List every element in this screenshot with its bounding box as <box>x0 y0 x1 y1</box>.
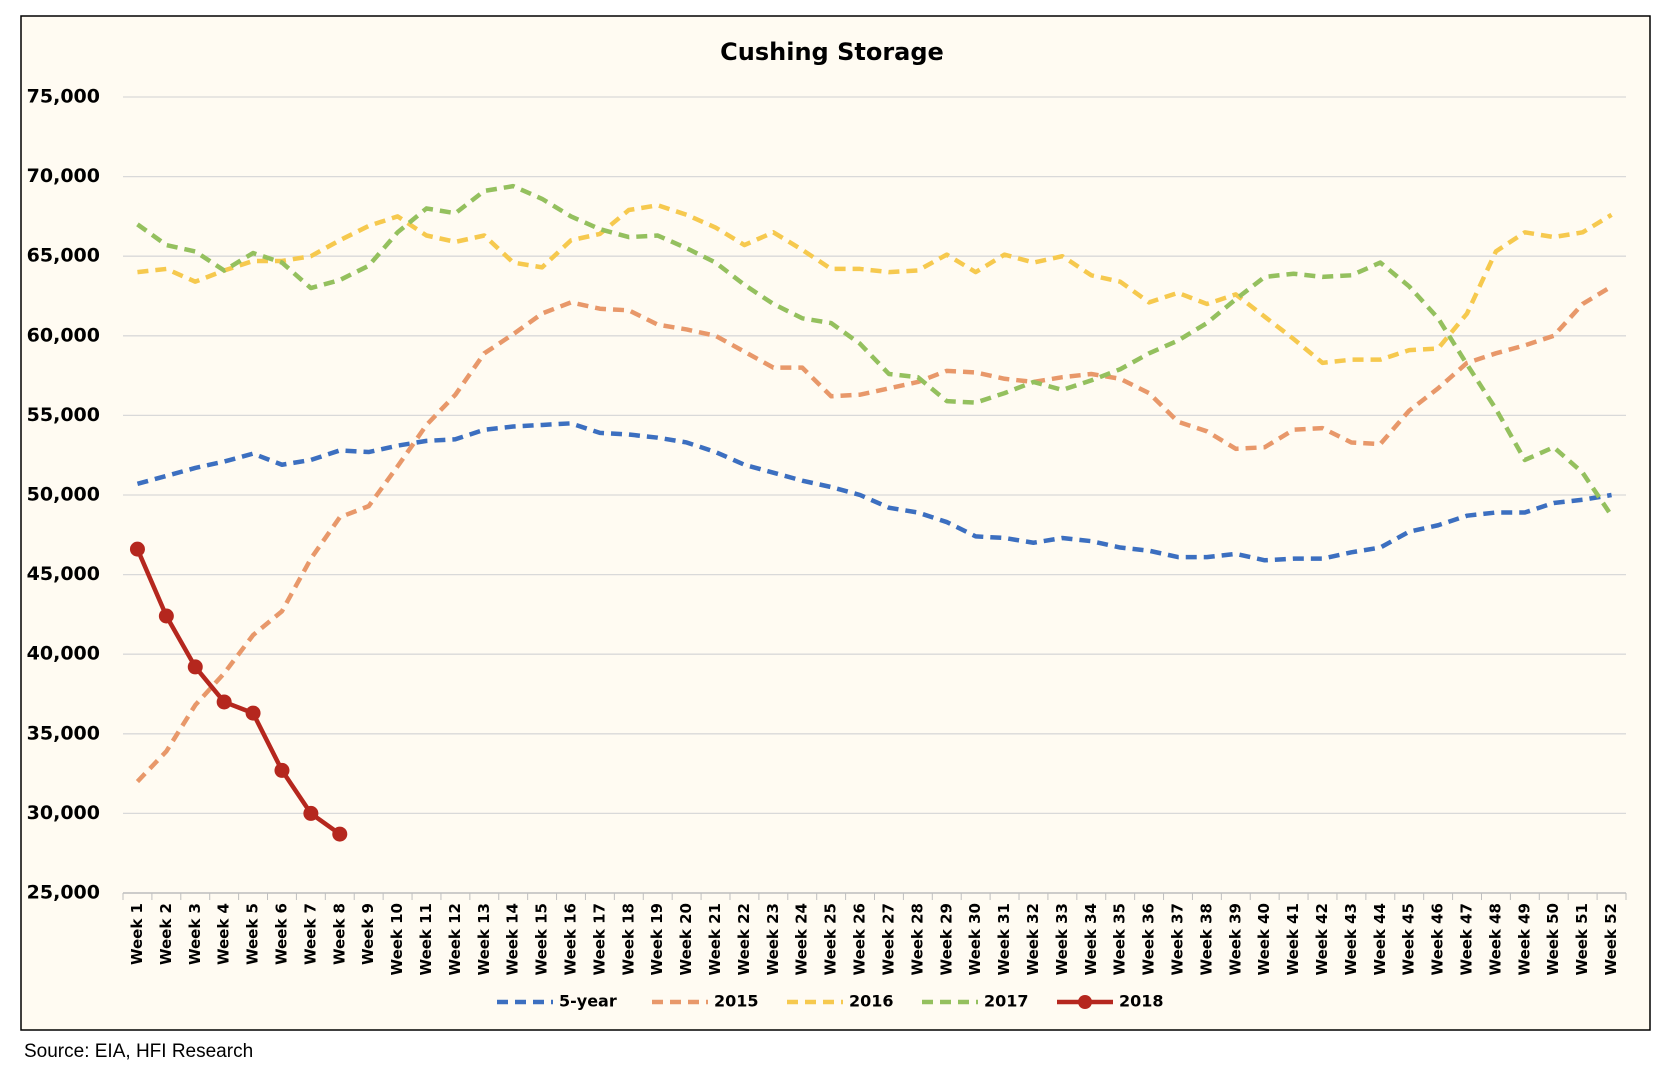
y-tick-label: 55,000 <box>27 404 100 426</box>
x-tick-label: Week 22 <box>735 903 753 975</box>
legend-label: 2017 <box>984 992 1029 1011</box>
x-tick-label: Week 26 <box>851 903 869 975</box>
series-line <box>135 548 342 836</box>
data-point <box>274 762 290 778</box>
x-tick-label: Week 4 <box>215 903 233 965</box>
x-tick-label: Week 24 <box>793 903 811 975</box>
series-line <box>137 203 1613 366</box>
legend-label: 5-year <box>559 992 617 1011</box>
x-tick-label: Week 48 <box>1486 903 1504 975</box>
y-tick-label: 45,000 <box>27 563 100 585</box>
x-tick-label: Week 19 <box>648 903 666 975</box>
series-line <box>136 183 1614 517</box>
x-tick-label: Week 45 <box>1400 903 1418 975</box>
x-tick-label: Week 5 <box>244 903 262 965</box>
y-tick-label: 75,000 <box>27 86 100 108</box>
data-point <box>129 541 145 557</box>
x-tick-label: Week 1 <box>128 903 146 965</box>
x-tick-label: Week 15 <box>533 903 551 975</box>
x-tick-label: Week 23 <box>764 903 782 975</box>
x-tick-label: Week 32 <box>1024 903 1042 975</box>
y-tick-label: 25,000 <box>27 882 100 904</box>
y-tick-label: 40,000 <box>27 643 100 665</box>
x-tick-label: Week 9 <box>359 903 377 965</box>
x-tick-label: Week 2 <box>157 903 175 965</box>
data-point <box>303 805 319 821</box>
y-tick-label: 60,000 <box>27 324 100 346</box>
x-tick-label: Week 16 <box>562 903 580 975</box>
data-point <box>158 608 174 624</box>
x-tick-label: Week 30 <box>966 903 984 975</box>
x-tick-label: Week 34 <box>1082 903 1100 975</box>
x-tick-label: Week 44 <box>1371 903 1389 975</box>
x-tick-label: Week 43 <box>1342 903 1360 975</box>
x-tick-label: Week 14 <box>504 903 522 975</box>
y-tick-label: 30,000 <box>27 802 100 824</box>
x-tick-label: Week 27 <box>879 903 897 975</box>
y-tick-label: 50,000 <box>27 484 100 506</box>
x-tick-label: Week 20 <box>677 903 695 975</box>
x-tick-label: Week 41 <box>1284 903 1302 975</box>
x-tick-label: Week 51 <box>1573 903 1591 975</box>
legend-label: 2018 <box>1119 992 1164 1011</box>
x-tick-label: Week 39 <box>1226 903 1244 975</box>
x-tick-label: Week 50 <box>1544 903 1562 975</box>
x-tick-label: Week 11 <box>417 903 435 975</box>
x-tick-label: Week 49 <box>1515 903 1533 975</box>
y-tick-label: 65,000 <box>27 245 100 267</box>
data-point <box>187 659 203 675</box>
x-tick-label: Week 17 <box>590 903 608 975</box>
x-tick-label: Week 3 <box>186 903 204 965</box>
x-tick-label: Week 42 <box>1313 903 1331 975</box>
x-tick-label: Week 10 <box>388 903 406 975</box>
x-tick-label: Week 6 <box>272 903 290 965</box>
x-tick-label: Week 28 <box>908 903 926 975</box>
x-tick-label: Week 47 <box>1458 903 1476 975</box>
y-tick-label: 35,000 <box>27 722 100 744</box>
x-tick-label: Week 46 <box>1429 903 1447 975</box>
y-tick-label: 70,000 <box>27 165 100 187</box>
x-tick-label: Week 8 <box>330 903 348 965</box>
data-point <box>245 705 261 721</box>
legend-label: 2016 <box>849 992 894 1011</box>
x-tick-label: Week 52 <box>1602 903 1620 975</box>
x-tick-label: Week 40 <box>1255 903 1273 975</box>
x-tick-label: Week 18 <box>619 903 637 975</box>
chart-title: Cushing Storage <box>720 38 944 66</box>
x-tick-label: Week 12 <box>446 903 464 975</box>
x-tick-label: Week 33 <box>1053 903 1071 975</box>
x-tick-label: Week 25 <box>822 903 840 975</box>
legend-label: 2015 <box>714 992 759 1011</box>
chart-frame <box>20 15 1651 1031</box>
x-tick-label: Week 37 <box>1168 903 1186 975</box>
series-line <box>136 421 1612 563</box>
series-line <box>135 284 1613 784</box>
data-point <box>216 694 232 710</box>
x-tick-label: Week 38 <box>1197 903 1215 975</box>
x-tick-label: Week 35 <box>1111 903 1129 975</box>
x-tick-label: Week 29 <box>937 903 955 975</box>
source-note: Source: EIA, HFI Research <box>24 1041 253 1062</box>
x-tick-label: Week 31 <box>995 903 1013 975</box>
x-tick-label: Week 13 <box>475 903 493 975</box>
x-tick-label: Week 21 <box>706 903 724 975</box>
x-tick-label: Week 36 <box>1140 903 1158 975</box>
x-tick-label: Week 7 <box>301 903 319 965</box>
legend-marker <box>1078 995 1092 1009</box>
data-point <box>332 826 348 842</box>
